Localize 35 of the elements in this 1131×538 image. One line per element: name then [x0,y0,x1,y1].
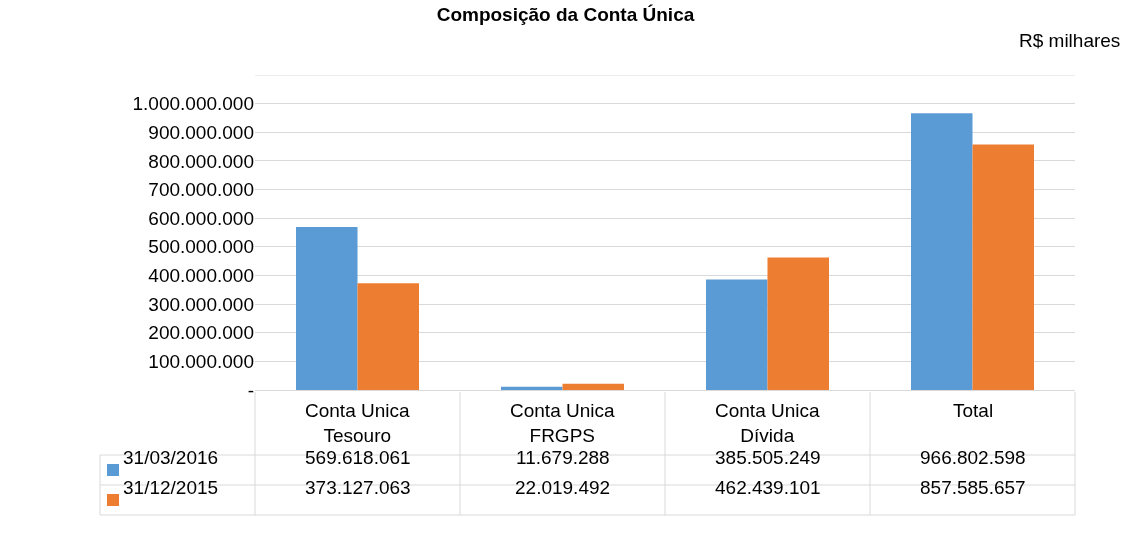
y-tick-label: 100.000.000 [148,351,254,373]
y-tick-label: 300.000.000 [148,293,254,315]
data-label: 462.439.101 [715,477,821,498]
bar [911,113,973,390]
data-label: 966.802.598 [920,447,1026,468]
text: R$ milhares [1019,30,1121,51]
data-label: 373.127.063 [305,477,411,498]
x-tick-label: Conta Unica Tesouro [305,400,410,446]
y-tick-label: 900.000.000 [148,121,254,143]
y-tick-label: 600.000.000 [148,207,254,229]
x-tick-label: Total [953,400,994,421]
bar [562,383,624,390]
bar [767,257,829,390]
bar [706,279,768,390]
legend-label: 31/12/2015 [123,477,219,498]
y-tick-label: 200.000.000 [148,322,254,344]
y-tick-label: 700.000.000 [148,179,254,201]
data-label: 569.618.061 [305,447,411,468]
bar [972,144,1034,390]
x-tick-label: Conta Unica Dívida [715,400,820,446]
x-tick-label: Conta Unica FRGPS [510,400,615,446]
data-label: 385.505.249 [715,447,821,468]
bar [296,226,358,390]
legend-label: 31/03/2016 [123,447,219,468]
y-tick-label: 400.000.000 [148,265,254,287]
y-tick-label: 500.000.000 [148,236,254,258]
bar [357,283,419,390]
data-label: 22.019.492 [515,477,611,498]
data-label: 11.679.288 [516,447,610,468]
bar [501,386,563,390]
y-tick-label: 1.000.000.000 [132,93,254,115]
chart-title: Composição da Conta Única [436,4,695,26]
data-label: 857.585.657 [920,477,1026,498]
y-tick-label: - [247,379,254,401]
y-tick-label: 800.000.000 [148,150,254,172]
